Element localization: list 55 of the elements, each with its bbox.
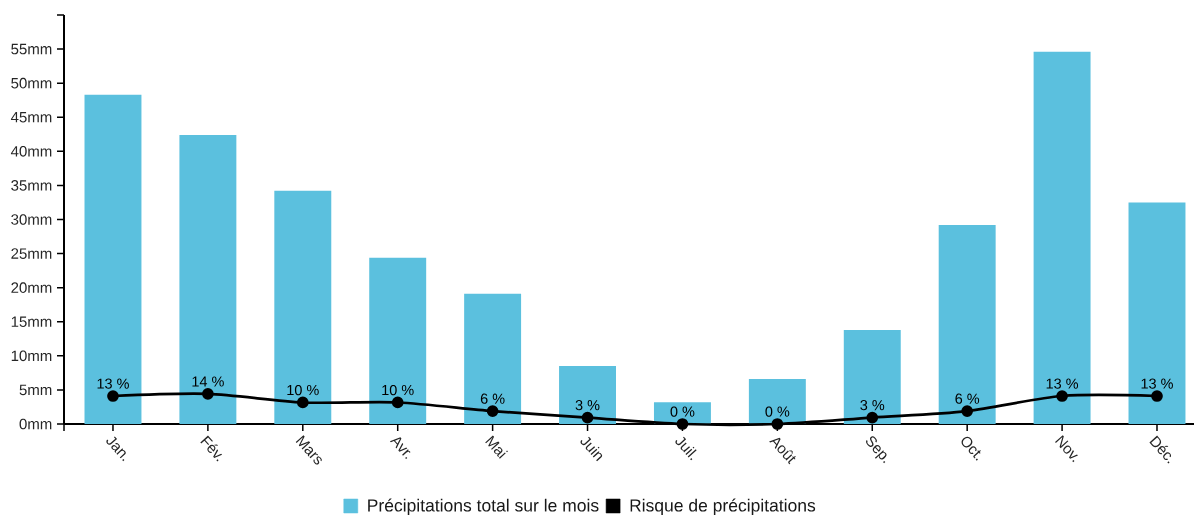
bar: [274, 190, 332, 424]
point: [771, 418, 784, 430]
data-label: 13 %: [1141, 378, 1173, 389]
y-tick-label: 30mm: [11, 214, 52, 225]
data-label: 6 %: [480, 393, 505, 404]
bar: [843, 329, 901, 424]
y-tick-label: 10mm: [11, 350, 52, 362]
x-tick-label: Jan.: [106, 436, 126, 462]
data-label: 3 %: [575, 400, 600, 411]
point: [296, 396, 309, 409]
data-label: 13 %: [97, 378, 129, 389]
bar: [369, 257, 427, 424]
bar: [1128, 202, 1186, 424]
y-tick-label: 5mm: [19, 384, 52, 396]
point: [581, 411, 594, 424]
legend-label: Précipitations total sur le mois: [368, 498, 599, 515]
x-tick-label: Juin: [580, 436, 603, 462]
data-label: 6 %: [955, 393, 980, 404]
data-label: 10 %: [287, 384, 319, 396]
point: [961, 405, 974, 417]
point: [202, 388, 214, 400]
point: [1056, 390, 1068, 402]
point: [486, 405, 499, 417]
x-tick-label: Mai: [485, 435, 508, 459]
data-label: 14 %: [192, 376, 224, 387]
data-label: 13 %: [1046, 378, 1079, 389]
bar: [1033, 51, 1091, 424]
data-label: 10 %: [382, 384, 414, 396]
bar: [938, 224, 996, 424]
point: [676, 418, 689, 430]
data-label: 0 %: [765, 406, 790, 417]
y-tick-label: 55mm: [11, 43, 52, 55]
y-tick-label: 45mm: [10, 112, 52, 123]
y-tick-label: 25mm: [11, 248, 52, 259]
x-tick-label: Oct.: [961, 436, 981, 461]
y-tick-label: 0mm: [19, 418, 52, 430]
bar: [559, 366, 616, 424]
point: [391, 396, 404, 409]
y-tick-label: 40mm: [10, 146, 52, 157]
legend-label: Risque de précipitations: [630, 498, 816, 515]
x-tick-label: Juil.: [675, 436, 697, 461]
bar: [464, 293, 522, 424]
data-label: 0 %: [670, 406, 695, 417]
bar: [179, 134, 237, 424]
point: [1151, 390, 1163, 402]
point: [866, 411, 879, 424]
data-label: 3 %: [860, 400, 885, 411]
y-tick-label: 35mm: [11, 180, 52, 191]
y-tick-label: 20mm: [11, 282, 52, 293]
bar: [84, 94, 142, 424]
x-tick-label: Avr.: [389, 437, 411, 460]
bar: [748, 379, 806, 424]
y-tick-label: 50mm: [11, 77, 52, 89]
y-tick-label: 15mm: [11, 316, 52, 327]
point: [107, 390, 119, 402]
